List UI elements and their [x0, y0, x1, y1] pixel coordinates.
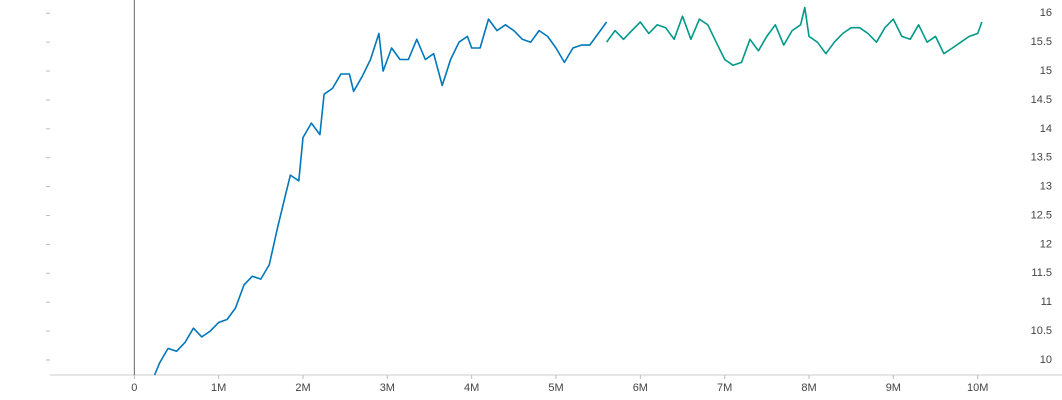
- x-tick-label: 0: [131, 382, 137, 394]
- x-tick-label: 1M: [211, 382, 226, 394]
- y-tick-label: 10.5: [1031, 325, 1052, 337]
- y-tick-label: 13.5: [1031, 152, 1052, 164]
- x-tick-label: 10M: [967, 382, 988, 394]
- series-line: [605, 6, 983, 67]
- x-tick-label: 3M: [380, 382, 395, 394]
- x-tick-label: 7M: [717, 382, 732, 394]
- y-tick-label: 14.5: [1031, 94, 1052, 106]
- y-tick-label: 15: [1040, 65, 1052, 77]
- x-tick-label: 2M: [295, 382, 310, 394]
- series-line: [153, 18, 608, 376]
- x-tick-label: 5M: [548, 382, 563, 394]
- y-tick-label: 14: [1040, 123, 1052, 135]
- y-tick-label: 11.5: [1031, 267, 1052, 279]
- x-tick-label: 6M: [633, 382, 648, 394]
- y-tick-label: 15.5: [1031, 36, 1052, 48]
- y-tick-label: 13: [1040, 181, 1052, 193]
- x-tick-label: 4M: [464, 382, 479, 394]
- y-tick-label: 11: [1041, 296, 1052, 308]
- y-tick-label: 12.5: [1031, 209, 1052, 221]
- x-tick-label: 8M: [801, 382, 816, 394]
- x-tick-label: 9M: [886, 382, 901, 394]
- y-tick-label: 10: [1040, 354, 1052, 366]
- y-tick-label: 16: [1040, 7, 1052, 19]
- y-tick-label: 12: [1040, 238, 1052, 250]
